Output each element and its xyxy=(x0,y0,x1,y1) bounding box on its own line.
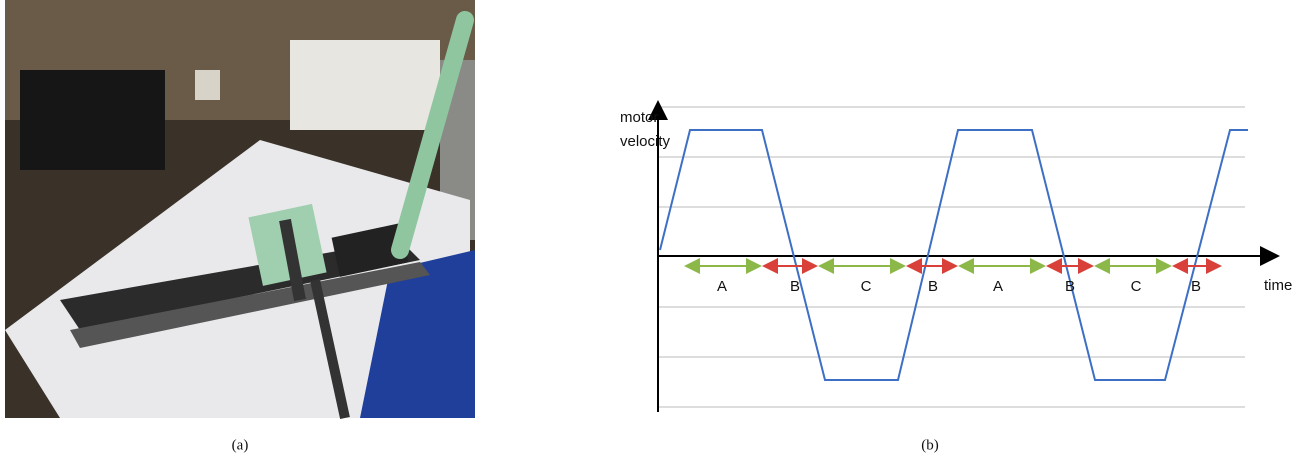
y-axis-label: velocity xyxy=(620,133,671,150)
caption: (a) xyxy=(232,437,249,453)
segment-label: B xyxy=(928,278,938,295)
segment-label: C xyxy=(1131,278,1142,295)
segment-label: B xyxy=(790,278,800,295)
segment-label: C xyxy=(861,278,872,295)
photo xyxy=(5,0,475,420)
segment-label: B xyxy=(1191,278,1201,295)
x-axis-label: time xyxy=(1264,277,1292,294)
waveform xyxy=(659,129,1248,381)
caption: (b) xyxy=(921,437,939,453)
segment-label: B xyxy=(1065,278,1075,295)
segment-label: A xyxy=(993,278,1003,295)
segment-label: A xyxy=(717,278,727,295)
y-axis-label: motor xyxy=(620,109,658,126)
